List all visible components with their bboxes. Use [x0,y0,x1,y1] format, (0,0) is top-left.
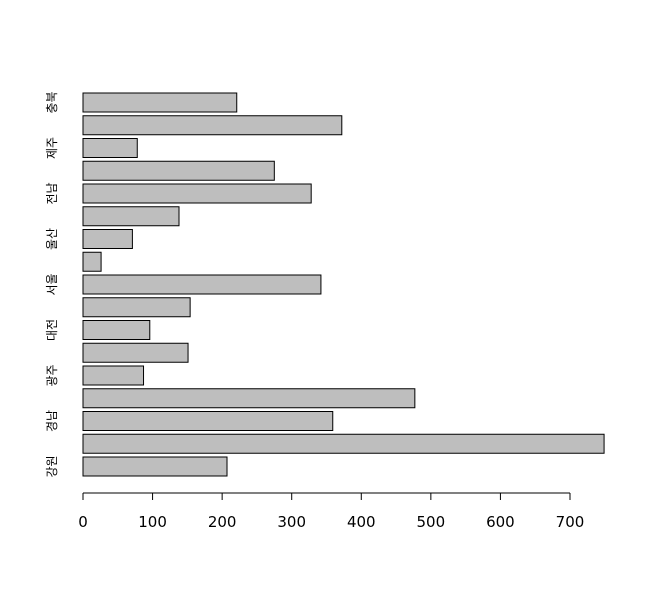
bar-부산 [82,297,191,318]
x-tick-label-700: 700 [556,513,585,531]
bar-대전 [82,320,151,340]
bar-광주 [82,365,145,386]
bar-전북 [82,160,275,181]
y-tick-label-대전: 대전 [45,319,59,341]
bar-전남 [82,183,312,204]
bar-울산 [82,229,133,249]
y-tick-label-강원: 강원 [45,455,59,477]
x-axis: 0 100 200 300 400 500 600 700 [78,492,585,531]
bar-경기 [82,433,605,454]
y-tick-label-전남: 전남 [45,182,59,204]
x-tick-label-600: 600 [486,513,515,531]
bar-충북 [82,92,238,113]
y-tick-label-광주: 광주 [45,364,59,386]
bar-세종 [82,251,102,272]
y-tick-label-서울: 서울 [45,273,59,295]
bar-경남 [82,411,334,431]
x-tick-label-200: 200 [208,513,237,531]
bar-강원 [82,456,228,477]
x-tick-label-0: 0 [78,513,88,531]
bar-제주 [82,138,138,158]
x-tick-label-400: 400 [347,513,376,531]
bar-대구 [82,342,189,363]
x-tick-label-500: 500 [417,513,446,531]
bar-인천 [82,206,180,227]
y-tick-label-울산: 울산 [45,228,59,250]
bars-group [82,92,605,477]
y-axis-labels: 강원 경남 광주 대전 서울 울산 전남 제주 충북 [45,91,59,477]
y-tick-label-충북: 충북 [45,91,59,113]
bar-충남 [82,115,343,136]
x-tick-label-300: 300 [277,513,306,531]
y-tick-label-경남: 경남 [45,410,59,432]
bar-경북 [82,388,416,409]
x-tick-label-100: 100 [138,513,167,531]
y-tick-label-제주: 제주 [45,137,59,159]
bar-서울 [82,274,322,295]
